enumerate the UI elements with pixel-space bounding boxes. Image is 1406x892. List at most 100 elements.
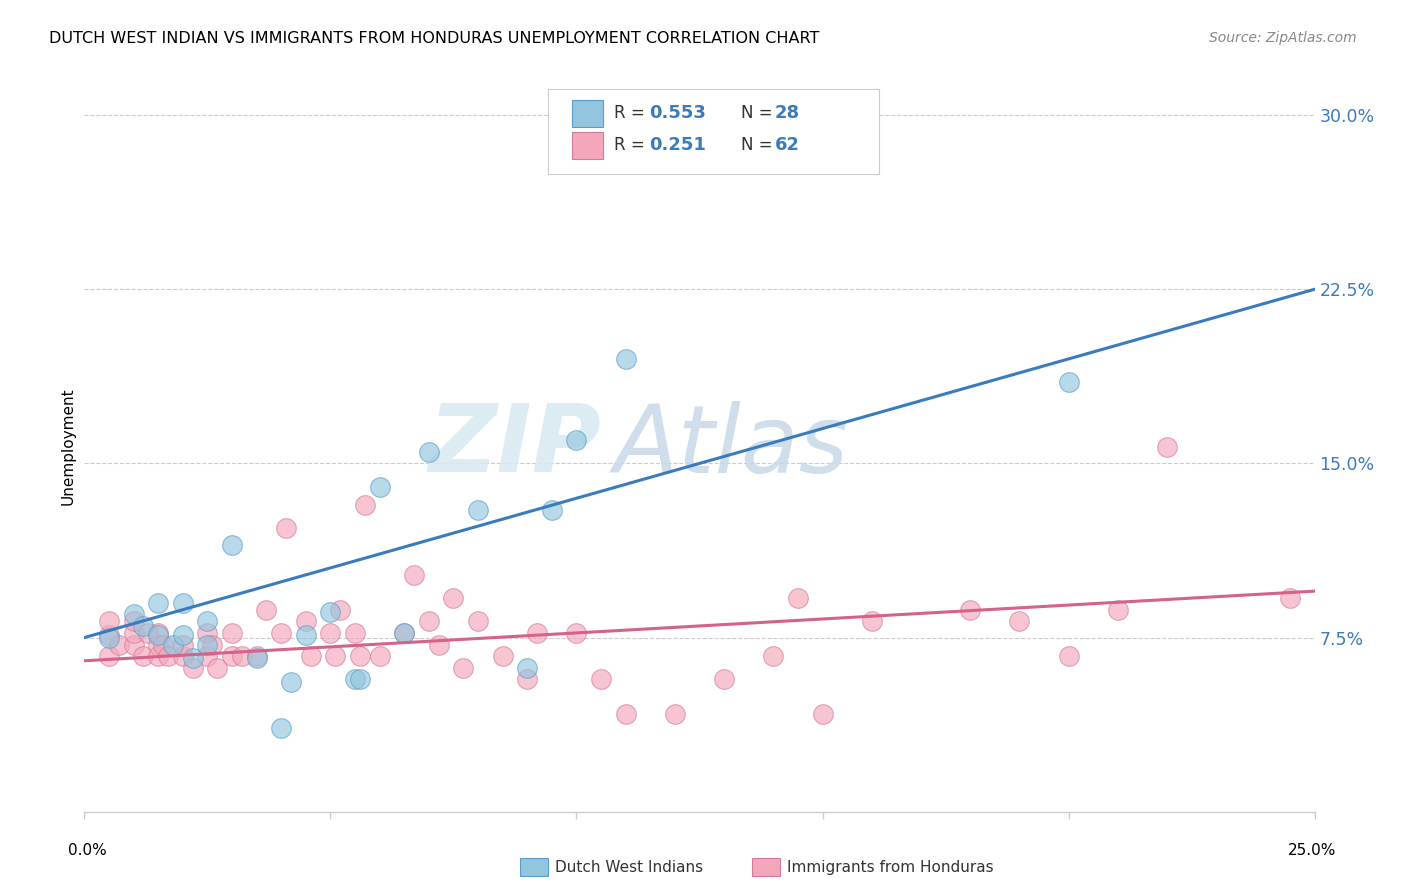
- Point: [319, 626, 342, 640]
- Point: [162, 638, 184, 652]
- Point: [516, 673, 538, 687]
- Point: [197, 649, 219, 664]
- Y-axis label: Unemployment: Unemployment: [60, 387, 76, 505]
- Point: [344, 626, 367, 640]
- Point: [231, 649, 253, 664]
- Point: [221, 649, 243, 664]
- Point: [270, 721, 292, 735]
- Point: [221, 538, 243, 552]
- Point: [221, 626, 243, 640]
- Text: N =: N =: [741, 104, 783, 122]
- Point: [152, 638, 174, 652]
- Text: 0.553: 0.553: [650, 104, 706, 122]
- Point: [394, 626, 416, 640]
- Text: 25.0%: 25.0%: [1288, 843, 1336, 858]
- Point: [614, 351, 637, 366]
- Text: Source: ZipAtlas.com: Source: ZipAtlas.com: [1209, 31, 1357, 45]
- Point: [541, 503, 564, 517]
- Point: [132, 619, 155, 633]
- Point: [122, 615, 145, 629]
- Point: [157, 649, 180, 664]
- Point: [172, 649, 194, 664]
- Point: [280, 674, 302, 689]
- Point: [1057, 375, 1080, 389]
- Point: [98, 615, 120, 629]
- Point: [418, 615, 440, 629]
- Point: [181, 661, 204, 675]
- Point: [323, 649, 347, 664]
- Point: [122, 638, 145, 652]
- Point: [492, 649, 515, 664]
- Point: [1279, 591, 1302, 606]
- Text: Immigrants from Honduras: Immigrants from Honduras: [787, 860, 994, 874]
- Point: [197, 638, 219, 652]
- Point: [148, 649, 170, 664]
- Point: [860, 615, 883, 629]
- Point: [565, 626, 588, 640]
- Point: [148, 638, 170, 652]
- Text: ZIP: ZIP: [429, 400, 602, 492]
- Point: [427, 638, 450, 652]
- Point: [295, 615, 318, 629]
- Point: [664, 707, 686, 722]
- Point: [467, 615, 489, 629]
- Point: [467, 503, 489, 517]
- Text: R =: R =: [614, 104, 655, 122]
- Text: R =: R =: [614, 136, 655, 154]
- Point: [614, 707, 637, 722]
- Point: [762, 649, 785, 664]
- Point: [329, 603, 352, 617]
- Point: [108, 638, 131, 652]
- Point: [98, 628, 120, 642]
- Point: [368, 649, 391, 664]
- Point: [404, 567, 426, 582]
- Point: [246, 651, 269, 665]
- Point: [787, 591, 810, 606]
- Text: Dutch West Indians: Dutch West Indians: [555, 860, 703, 874]
- Point: [256, 603, 278, 617]
- Point: [453, 661, 475, 675]
- Point: [1057, 649, 1080, 664]
- Point: [181, 651, 204, 665]
- Text: 62: 62: [775, 136, 800, 154]
- Point: [1107, 603, 1129, 617]
- Point: [1008, 615, 1031, 629]
- Point: [138, 626, 160, 640]
- Text: N =: N =: [741, 136, 783, 154]
- Point: [207, 661, 229, 675]
- Point: [443, 591, 465, 606]
- Point: [98, 649, 120, 664]
- Point: [132, 649, 155, 664]
- Text: 28: 28: [775, 104, 800, 122]
- Text: Atlas: Atlas: [613, 401, 848, 491]
- Point: [197, 626, 219, 640]
- Point: [368, 480, 391, 494]
- Point: [276, 521, 298, 535]
- Point: [349, 649, 371, 664]
- Point: [418, 445, 440, 459]
- Point: [172, 596, 194, 610]
- Point: [591, 673, 613, 687]
- Point: [526, 626, 548, 640]
- Point: [295, 628, 318, 642]
- Point: [319, 605, 342, 619]
- Point: [516, 661, 538, 675]
- Point: [1156, 440, 1178, 454]
- Point: [246, 649, 269, 664]
- Point: [172, 638, 194, 652]
- Point: [344, 673, 367, 687]
- Point: [172, 628, 194, 642]
- Point: [270, 626, 292, 640]
- Point: [354, 498, 377, 512]
- Point: [713, 673, 735, 687]
- Point: [148, 626, 170, 640]
- Text: 0.251: 0.251: [650, 136, 706, 154]
- Point: [299, 649, 322, 664]
- Point: [394, 626, 416, 640]
- Text: DUTCH WEST INDIAN VS IMMIGRANTS FROM HONDURAS UNEMPLOYMENT CORRELATION CHART: DUTCH WEST INDIAN VS IMMIGRANTS FROM HON…: [49, 31, 820, 46]
- Point: [197, 615, 219, 629]
- Point: [148, 596, 170, 610]
- Point: [122, 607, 145, 622]
- Point: [201, 638, 224, 652]
- Point: [811, 707, 834, 722]
